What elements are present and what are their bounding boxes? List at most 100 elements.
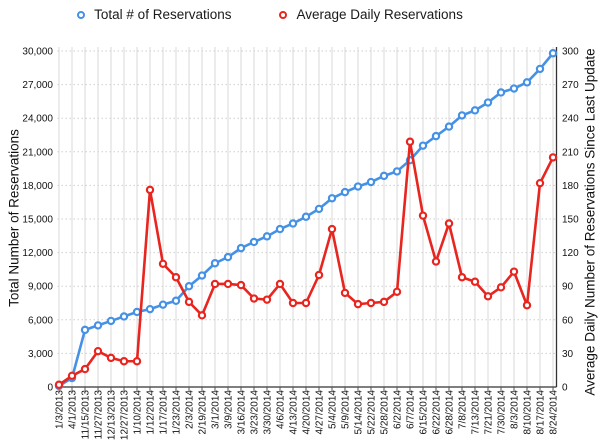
x-tick-label: 1/17/2014 [159, 390, 170, 435]
x-tick-label: 12/13/2013 [107, 390, 118, 440]
data-point-marker [132, 307, 142, 317]
data-point-marker [158, 300, 168, 309]
data-point-marker [184, 297, 194, 307]
y-tick-label-left: 27,000 [22, 80, 53, 91]
y-tick-label-left: 24,000 [22, 114, 53, 125]
x-tick-label: 8/3/2014 [510, 390, 521, 429]
data-point-marker [171, 273, 181, 282]
x-tick-label: 2/3/2014 [185, 390, 196, 429]
data-point-marker [301, 298, 311, 308]
x-tick-label: 3/1/2014 [211, 390, 222, 429]
data-point-marker [496, 283, 506, 292]
x-tick-label: 1/10/2014 [133, 390, 144, 435]
data-point-marker [509, 84, 519, 93]
x-tick-label: 4/1/2013 [68, 390, 79, 429]
data-point-marker [106, 316, 116, 326]
data-point-marker [496, 88, 506, 97]
x-tick-label: 3/16/2014 [237, 390, 248, 435]
y-tick-label-left: 12,000 [22, 248, 53, 259]
legend-marker-total-icon [77, 10, 86, 19]
data-point-marker [457, 111, 467, 120]
x-tick-label: 7/13/2014 [471, 390, 482, 435]
data-point-marker [210, 259, 220, 268]
data-point-marker [132, 357, 142, 366]
y-tick-label-right: 60 [562, 315, 574, 326]
x-tick-label: 4/13/2014 [289, 390, 300, 435]
data-point-marker [288, 219, 298, 228]
data-point-marker [249, 237, 259, 247]
x-tick-label: 3/9/2014 [224, 390, 235, 429]
data-point-marker [392, 287, 402, 296]
y-tick-label-right: 120 [562, 248, 579, 259]
data-point-marker [93, 321, 103, 330]
y-tick-label-left: 9,000 [28, 282, 53, 293]
data-point-marker [470, 106, 480, 115]
data-point-marker [340, 187, 350, 197]
data-point-marker [314, 270, 324, 280]
y-tick-label-right: 150 [562, 215, 579, 226]
data-point-marker [223, 279, 233, 289]
data-point-marker [223, 252, 233, 262]
x-tick-label: 2/19/2014 [198, 390, 209, 435]
data-point-marker [535, 64, 545, 74]
data-point-marker [340, 288, 350, 298]
x-tick-label: 6/7/2014 [406, 390, 417, 429]
data-point-marker [236, 280, 246, 290]
data-point-marker [431, 131, 441, 141]
data-point-marker [106, 353, 116, 363]
data-point-marker [470, 277, 480, 286]
data-point-marker [119, 312, 129, 321]
x-tick-label: 5/9/2014 [341, 390, 352, 429]
data-point-marker [483, 98, 493, 107]
data-point-marker [548, 49, 558, 58]
data-point-marker [288, 298, 298, 308]
legend-item-average-daily[interactable]: Average Daily Reservations [279, 7, 463, 22]
data-point-marker [119, 357, 129, 366]
x-tick-label: 11/27/2013 [94, 390, 105, 440]
data-point-marker [184, 282, 194, 291]
x-tick-label: 1/3/2013 [55, 390, 66, 429]
legend-label-average: Average Daily Reservations [296, 7, 463, 22]
y-tick-label-right: 180 [562, 181, 579, 192]
y-tick-label-right: 270 [562, 80, 579, 91]
legend-label-total: Total # of Reservations [94, 7, 232, 22]
data-point-marker [314, 204, 324, 214]
data-point-marker [197, 311, 207, 320]
x-tick-label: 5/14/2014 [354, 390, 365, 435]
x-tick-label: 7/21/2014 [484, 390, 495, 435]
x-tick-label: 11/15/2013 [81, 390, 92, 440]
legend-marker-average-icon [279, 10, 288, 19]
data-point-marker [80, 325, 90, 335]
x-tick-label: 8/10/2014 [523, 390, 534, 435]
x-tick-label: 7/30/2014 [497, 390, 508, 435]
y-tick-label-left: 0 [47, 383, 53, 394]
data-point-marker [392, 167, 402, 176]
data-point-marker [301, 212, 311, 221]
x-tick-label: 6/15/2014 [419, 390, 430, 435]
x-tick-label: 5/28/2014 [380, 390, 391, 435]
data-point-marker [80, 364, 90, 374]
data-point-marker [54, 380, 64, 389]
data-point-marker [158, 259, 168, 268]
y-tick-label-left: 30,000 [22, 47, 53, 58]
x-tick-label: 3/30/2014 [263, 390, 274, 435]
data-point-marker [418, 211, 428, 220]
x-tick-label: 4/27/2014 [315, 390, 326, 435]
legend-item-total-reservations[interactable]: Total # of Reservations [77, 7, 231, 22]
y-tick-label-right: 30 [562, 349, 574, 360]
data-point-marker [145, 304, 155, 314]
data-point-marker [379, 297, 389, 307]
data-point-marker [262, 295, 272, 304]
data-point-marker [275, 279, 285, 289]
data-point-marker [522, 78, 532, 87]
data-point-marker [522, 301, 532, 310]
data-point-marker [93, 346, 103, 356]
data-point-marker [249, 294, 259, 303]
chart-legend: Total # of Reservations Average Daily Re… [0, 7, 540, 22]
data-point-marker [366, 298, 376, 308]
data-point-marker [236, 243, 246, 253]
data-point-marker [483, 292, 493, 301]
data-point-marker [327, 194, 337, 203]
y-tick-label-right: 300 [562, 47, 579, 58]
data-point-marker [405, 137, 415, 146]
